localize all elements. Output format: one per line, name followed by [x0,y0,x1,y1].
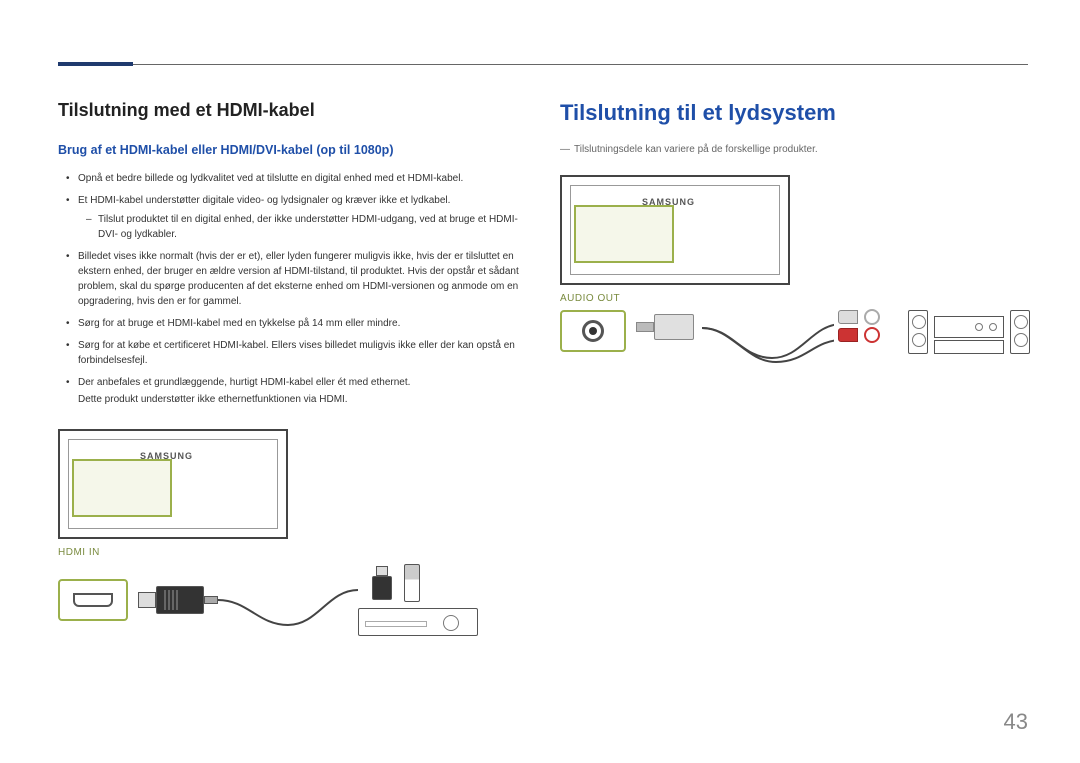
tv-brand-label: SAMSUNG [140,451,193,461]
hdmi-device-group [358,564,478,636]
amplifier-icon [934,316,1004,338]
left-bullet-list: Opnå et bedre billede og lydkvalitet ved… [58,171,528,407]
speaker-icon [908,310,928,354]
bullet-text: Sørg for at købe et certificeret HDMI-ka… [78,340,515,366]
rca-white-icon [838,310,894,324]
usb-stick-icon [404,564,420,602]
bullet-item: Opnå et bedre billede og lydkvalitet ved… [58,171,528,186]
tv-brand-label: SAMSUNG [642,197,695,207]
bullet-item: Billedet vises ikke normalt (hvis der er… [58,249,528,309]
audio-out-label: AUDIO OUT [560,293,1030,304]
amplifier-icon [934,340,1004,354]
right-column: Tilslutning til et lydsystem Tilslutning… [560,100,1030,370]
bullet-item: Sørg for at bruge et HDMI-kabel med en t… [58,316,528,331]
page-divider [58,64,1028,65]
right-title: Tilslutning til et lydsystem [560,100,1030,126]
tv-port-panel [574,205,674,263]
audio-connection-row [560,310,1030,370]
bullet-trail: Dette produkt understøtter ikke ethernet… [78,392,528,407]
stereo-system-icon [908,310,1030,354]
dvd-player-icon [358,608,478,636]
bullet-text: Opnå et bedre billede og lydkvalitet ved… [78,173,463,184]
bullet-item: Sørg for at købe et certificeret HDMI-ka… [58,338,528,368]
bullet-text: Et HDMI-kabel understøtter digitale vide… [78,195,450,206]
bullet-item: Der anbefales et grundlæggende, hurtigt … [58,375,528,407]
audio-jack-icon [582,320,604,342]
tv-port-panel [72,459,172,517]
hdmi-connection-row [58,564,528,636]
bullet-sub: Tilslut produktet til en digital enhed, … [78,212,528,242]
rca-plugs-icon [838,310,894,342]
right-note: Tilslutningsdele kan variere på de forsk… [560,144,1030,155]
left-title: Tilslutning med et HDMI-kabel [58,100,528,121]
bullet-text: Billedet vises ikke normalt (hvis der er… [78,251,519,307]
audio-plug-icon [636,310,702,344]
hdmi-cable-icon [218,570,358,630]
rca-red-icon [838,328,894,342]
bullet-text: Der anbefales et grundlæggende, hurtigt … [78,377,410,388]
tv-rear-diagram: SAMSUNG [58,429,288,539]
page-number: 43 [1004,709,1028,735]
audio-port-icon [560,310,626,352]
hdmi-port-icon [58,579,128,621]
bullet-item: Et HDMI-kabel understøtter digitale vide… [58,193,528,242]
speaker-icon [1010,310,1030,354]
audio-cable-icon [702,310,834,370]
page-accent-bar [58,62,133,66]
bullet-text: Sørg for at bruge et HDMI-kabel med en t… [78,318,400,329]
tv-rear-diagram: SAMSUNG [560,175,790,285]
left-column: Tilslutning med et HDMI-kabel Brug af et… [58,100,528,636]
hdmi-in-label: HDMI IN [58,547,528,558]
hdmi-plug-icon [358,566,394,602]
hdmi-slot-icon [73,593,113,607]
hdmi-plug-icon [138,582,218,618]
left-subtitle: Brug af et HDMI-kabel eller HDMI/DVI-kab… [58,143,528,157]
